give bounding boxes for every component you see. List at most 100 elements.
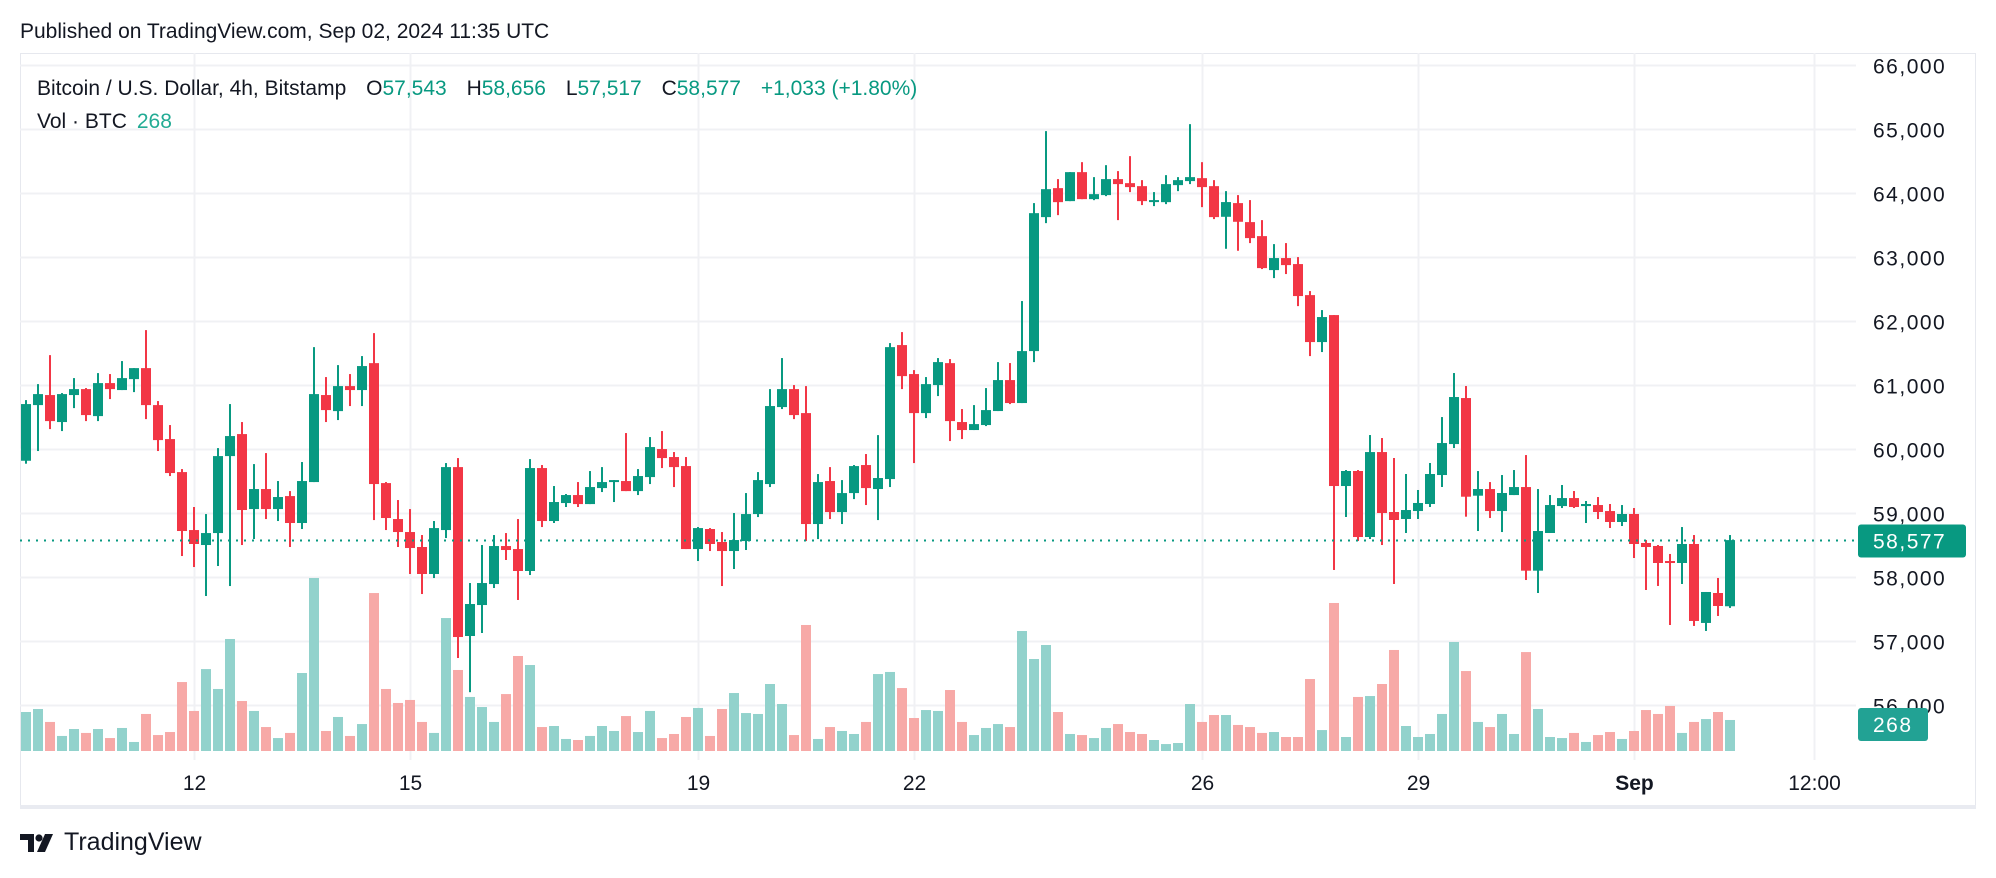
candle-body	[1317, 317, 1327, 343]
volume-bar	[993, 724, 1003, 751]
volume-bar	[1629, 730, 1639, 751]
candle-wick	[229, 404, 231, 587]
last-price-badge: 58,577	[1858, 524, 1966, 558]
change-value: +1,033 (+1.80%)	[760, 77, 918, 100]
candle-body	[333, 386, 343, 412]
candle-body	[933, 362, 943, 386]
candle-body	[321, 395, 331, 411]
volume-bar	[609, 730, 619, 751]
volume-bar	[1461, 671, 1471, 751]
volume-bar	[1257, 732, 1267, 751]
volume-bar	[489, 721, 499, 751]
open-label: O	[366, 77, 383, 100]
volume-bar	[1317, 730, 1327, 751]
candle-body	[777, 389, 787, 408]
volume-bar	[1185, 704, 1195, 751]
volume-bar	[729, 693, 739, 751]
brand-name: TradingView	[64, 828, 202, 856]
candle-body	[1425, 474, 1435, 505]
candle-body	[465, 604, 475, 637]
candle-body	[1485, 489, 1495, 512]
volume-bar	[1029, 659, 1039, 751]
candles	[21, 124, 1735, 693]
volume-bar	[525, 665, 535, 751]
candle-body	[177, 472, 187, 532]
volume-bar	[21, 712, 31, 751]
volume-bar	[1581, 741, 1591, 751]
time-axis[interactable]: 12 15 19 22 26 29 Sep 12:00	[183, 772, 1841, 795]
candle-body	[1365, 452, 1375, 538]
candle-body	[1353, 470, 1363, 538]
candle-body	[1701, 591, 1711, 623]
high-value: 58,656	[481, 77, 546, 100]
candle-body	[1173, 180, 1183, 186]
volume-bar	[1245, 727, 1255, 751]
volume-bar	[909, 718, 919, 751]
volume-bar	[1725, 719, 1735, 751]
volume-bar	[861, 721, 871, 751]
volume-bar	[165, 732, 175, 751]
volume-bar	[1161, 744, 1171, 751]
volume-bar	[105, 738, 115, 751]
footer-brand[interactable]: TradingView	[20, 828, 202, 857]
volume-bar	[1305, 679, 1315, 751]
volume-bar	[1125, 732, 1135, 751]
candle-body	[345, 386, 355, 391]
candle-wick	[601, 467, 603, 493]
volume-bar	[513, 655, 523, 751]
candle-wick	[37, 384, 39, 452]
candle-body	[1149, 200, 1159, 203]
last-price-label: 58,577	[1873, 531, 1946, 554]
volume-bar	[1089, 738, 1099, 751]
candle-body	[1569, 498, 1579, 508]
candle-body	[1341, 470, 1351, 487]
time-tick-label: 15	[399, 772, 422, 795]
volume-bar	[1509, 733, 1519, 751]
high-label: H	[466, 77, 482, 100]
price-axis[interactable]: 66,000 65,000 64,000 63,000 62,000 61,000 60,0…	[1873, 56, 1946, 719]
candle-body	[1617, 513, 1627, 522]
candle-wick	[1345, 470, 1347, 517]
candle-wick	[973, 405, 975, 431]
candle-wick	[613, 480, 615, 503]
candle-body	[57, 394, 67, 423]
candle-wick	[121, 361, 123, 391]
candle-body	[1437, 443, 1447, 476]
volume-bar	[1665, 705, 1675, 751]
candle-body	[1161, 184, 1171, 203]
volume-bar	[1533, 708, 1543, 751]
candle-body	[897, 345, 907, 377]
symbol-title[interactable]: Bitcoin / U.S. Dollar, 4h, Bitstamp	[37, 77, 347, 100]
candle-wick	[1513, 470, 1515, 496]
candle-body	[921, 384, 931, 414]
volume-bar	[1701, 719, 1711, 751]
volume-bar	[1017, 630, 1027, 751]
candle-body	[1641, 542, 1651, 548]
volume-bar	[1233, 724, 1243, 751]
volume-bar	[201, 669, 211, 751]
volume-badge: 268	[1858, 708, 1928, 741]
candle-body	[285, 496, 295, 524]
volume-label[interactable]: Vol · BTC	[37, 110, 127, 133]
volume-bar	[345, 735, 355, 751]
candle-wick	[1189, 124, 1191, 185]
candle-body	[957, 422, 967, 431]
candle-body	[1401, 510, 1411, 519]
candle-body	[369, 363, 379, 485]
candle-body	[753, 480, 763, 515]
volume-bar	[1521, 652, 1531, 751]
candle-body	[1113, 179, 1123, 185]
volume-bar	[225, 638, 235, 751]
volume-bar	[825, 727, 835, 751]
close-value: 58,577	[676, 77, 741, 100]
candle-body	[1461, 398, 1471, 497]
candle-wick	[133, 368, 135, 393]
volume-bar	[561, 738, 571, 751]
candle-body	[1305, 295, 1315, 343]
volume-bar	[1065, 733, 1075, 751]
candle-body	[1101, 179, 1111, 196]
candle-body	[813, 482, 823, 525]
volume-bar	[1401, 726, 1411, 751]
candle-body	[453, 467, 463, 638]
